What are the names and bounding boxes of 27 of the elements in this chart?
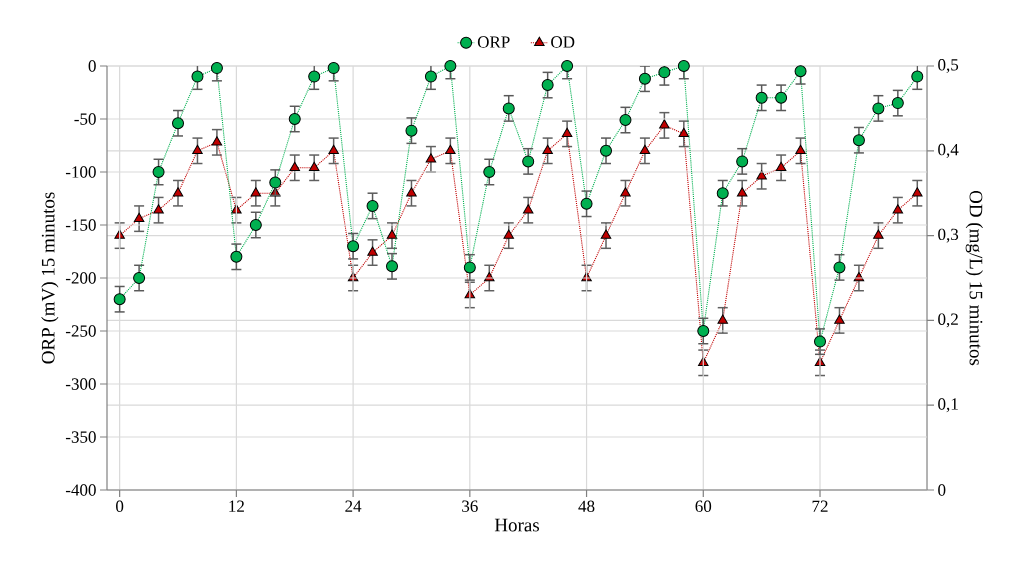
y-tick-label: -150 bbox=[65, 219, 96, 231]
legend-label: ORP bbox=[477, 36, 510, 48]
y-tick-label: -350 bbox=[65, 431, 96, 443]
x-tick-label: 12 bbox=[229, 500, 244, 512]
y-tick-label: -100 bbox=[65, 166, 96, 178]
y2-tick-label: 0,5 bbox=[938, 59, 959, 73]
y2-tick-label: 0,2 bbox=[938, 313, 958, 328]
x-tick-label: 48 bbox=[578, 500, 595, 513]
x-tick-label: 72 bbox=[812, 500, 828, 512]
y-tick-label: -400 bbox=[65, 484, 96, 496]
y2-tick-label: 0,3 bbox=[938, 228, 959, 243]
y-axis-title: ORP (mV) 15 minutos bbox=[41, 192, 59, 364]
y-tick-label: -250 bbox=[65, 325, 96, 337]
y2-tick-label: 0 bbox=[938, 484, 946, 496]
x-tick-label: 60 bbox=[695, 500, 712, 513]
x-tick-label: 24 bbox=[345, 500, 362, 512]
y2-axis-title: OD (mg/L) 15 minutos bbox=[965, 190, 983, 366]
y2-tick-label: 0,1 bbox=[938, 398, 958, 413]
y2-tick-label: 0,4 bbox=[938, 143, 959, 158]
y-tick-label: -50 bbox=[74, 113, 96, 125]
y-tick-label: -300 bbox=[65, 378, 96, 390]
legend-label: OD bbox=[551, 36, 575, 48]
y-tick-label: -200 bbox=[65, 272, 96, 284]
x-tick-label: 0 bbox=[116, 500, 124, 513]
y-tick-label: 0 bbox=[88, 60, 96, 72]
x-axis-title: Horas bbox=[494, 518, 540, 532]
x-tick-label: 36 bbox=[462, 500, 478, 512]
